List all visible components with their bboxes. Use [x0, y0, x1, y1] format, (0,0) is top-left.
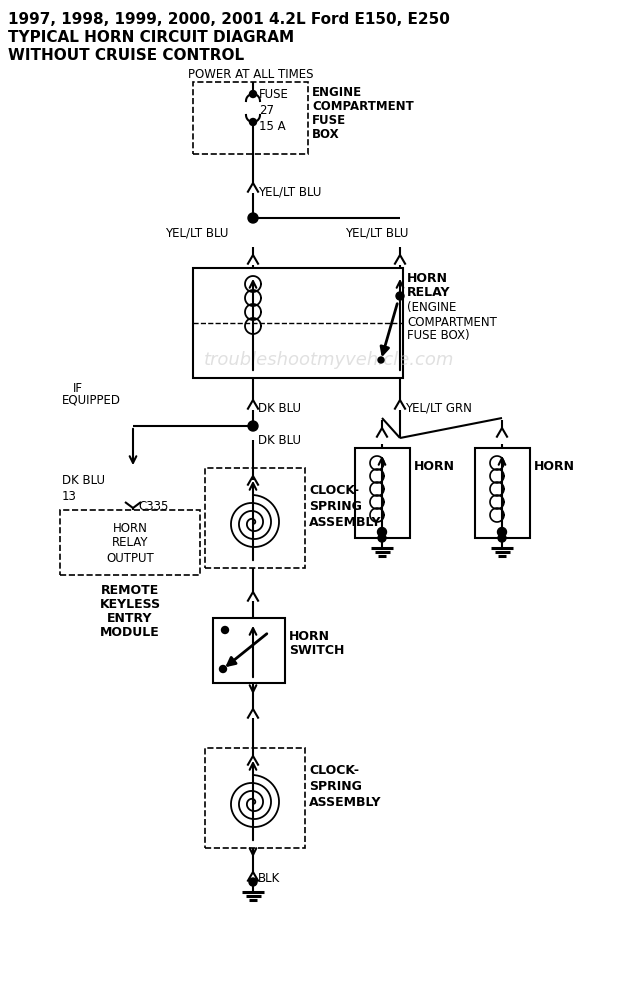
Circle shape [249, 878, 257, 886]
Text: YEL/LT BLU: YEL/LT BLU [345, 227, 408, 239]
Text: 15 A: 15 A [259, 119, 286, 132]
Circle shape [378, 357, 384, 363]
Text: HORN: HORN [407, 271, 448, 284]
Text: 1997, 1998, 1999, 2000, 2001 4.2L Ford E150, E250: 1997, 1998, 1999, 2000, 2001 4.2L Ford E… [8, 12, 450, 27]
Circle shape [221, 626, 229, 634]
Text: ASSEMBLY: ASSEMBLY [309, 796, 381, 808]
Text: 13: 13 [62, 489, 77, 502]
Text: DK BLU: DK BLU [258, 401, 301, 414]
Text: YEL/LT BLU: YEL/LT BLU [258, 186, 321, 198]
Text: troubleshootmyvehicle.com: troubleshootmyvehicle.com [204, 351, 454, 369]
Circle shape [250, 118, 256, 125]
Text: KEYLESS: KEYLESS [99, 597, 161, 610]
Text: REMOTE: REMOTE [101, 584, 159, 596]
Text: DK BLU: DK BLU [62, 475, 105, 488]
Bar [205, 468, 305, 568]
Text: ASSEMBLY: ASSEMBLY [309, 516, 381, 528]
Text: SWITCH: SWITCH [289, 645, 344, 658]
Circle shape [497, 528, 507, 536]
Circle shape [248, 421, 258, 431]
Text: YEL/LT BLU: YEL/LT BLU [165, 227, 229, 239]
Bar [193, 82, 308, 154]
Circle shape [396, 292, 404, 300]
Text: POWER AT ALL TIMES: POWER AT ALL TIMES [188, 68, 313, 81]
Circle shape [378, 528, 386, 536]
Circle shape [498, 534, 506, 542]
Text: HORN: HORN [112, 522, 148, 534]
Text: ENTRY: ENTRY [108, 611, 153, 624]
Text: HORN: HORN [289, 630, 330, 643]
Text: FUSE BOX): FUSE BOX) [407, 330, 470, 342]
Text: YEL/LT GRN: YEL/LT GRN [405, 401, 472, 414]
Text: ENGINE: ENGINE [312, 86, 362, 99]
Text: IF: IF [73, 381, 83, 394]
Text: CLOCK-: CLOCK- [309, 764, 359, 776]
Text: COMPARTMENT: COMPARTMENT [407, 316, 497, 328]
Text: 27: 27 [259, 104, 274, 117]
Bar [355, 448, 410, 538]
Text: C335: C335 [138, 499, 168, 512]
Bar [60, 510, 200, 575]
Text: SPRING: SPRING [309, 499, 362, 512]
Circle shape [250, 91, 256, 98]
Text: EQUIPPED: EQUIPPED [62, 393, 121, 406]
Circle shape [378, 534, 386, 542]
Text: BLK: BLK [258, 871, 280, 884]
Text: BOX: BOX [312, 127, 340, 140]
Bar [475, 448, 530, 538]
Text: COMPARTMENT: COMPARTMENT [312, 100, 413, 112]
Text: CLOCK-: CLOCK- [309, 484, 359, 496]
Text: FUSE: FUSE [312, 113, 346, 126]
Text: RELAY: RELAY [407, 286, 451, 298]
Text: MODULE: MODULE [100, 626, 160, 639]
Text: TYPICAL HORN CIRCUIT DIAGRAM: TYPICAL HORN CIRCUIT DIAGRAM [8, 30, 294, 45]
Bar [213, 618, 285, 683]
Text: RELAY: RELAY [112, 536, 148, 548]
Circle shape [248, 213, 258, 223]
Text: OUTPUT: OUTPUT [106, 552, 154, 564]
Circle shape [219, 666, 227, 672]
Text: FUSE: FUSE [259, 89, 289, 102]
Text: SPRING: SPRING [309, 780, 362, 792]
Text: WITHOUT CRUISE CONTROL: WITHOUT CRUISE CONTROL [8, 47, 244, 62]
Text: DK BLU: DK BLU [258, 434, 301, 446]
Text: HORN: HORN [534, 460, 575, 473]
Text: HORN: HORN [414, 460, 455, 473]
Bar [193, 268, 403, 378]
Bar [205, 748, 305, 848]
Text: (ENGINE: (ENGINE [407, 302, 456, 314]
